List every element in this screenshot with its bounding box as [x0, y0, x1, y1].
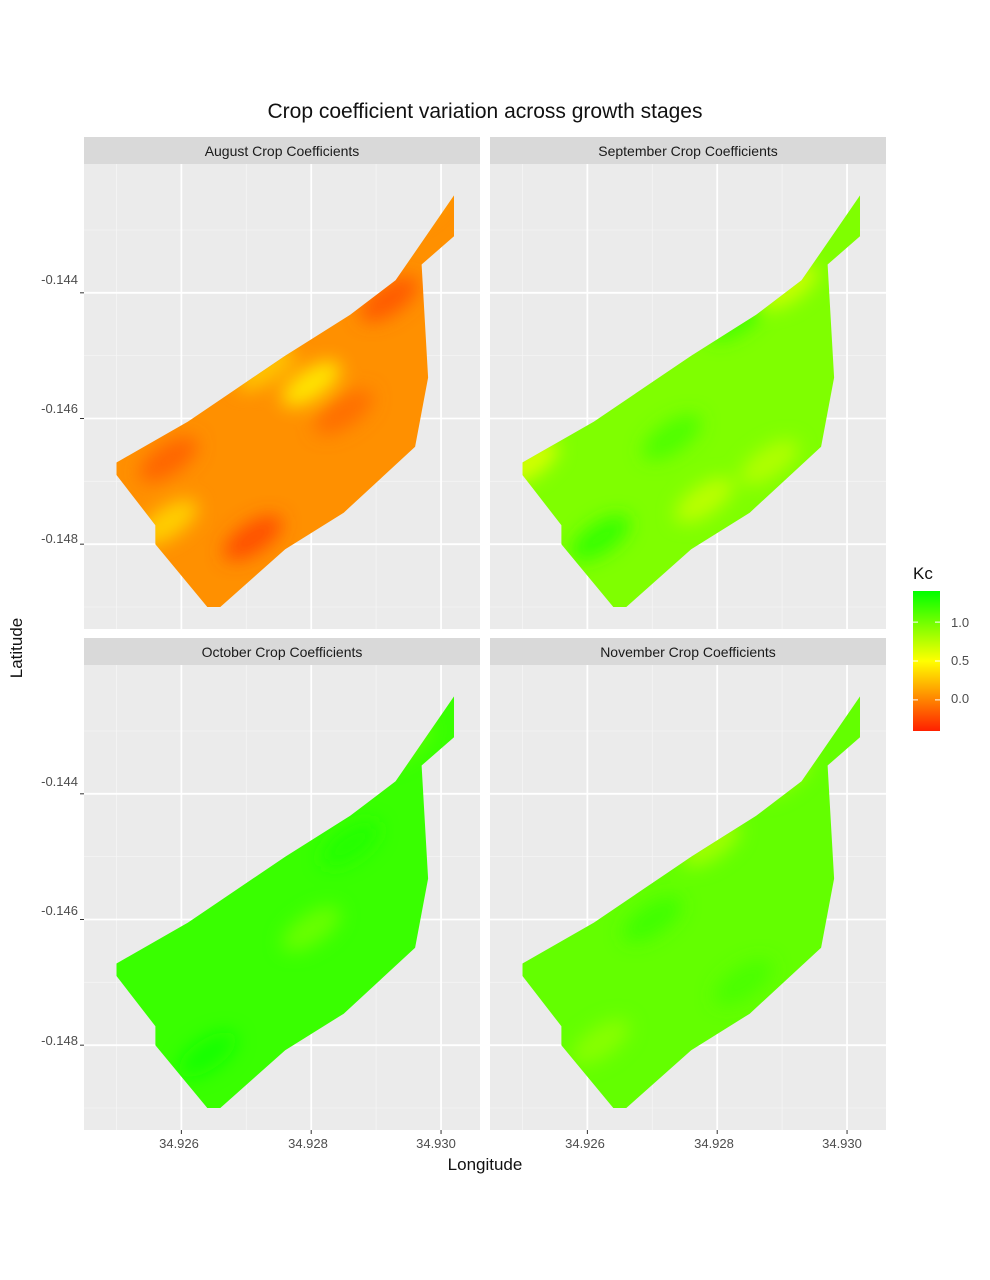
- field-area: [522, 157, 860, 607]
- x-tick-label: 34.928: [288, 1136, 328, 1151]
- kc-hotspot: [674, 477, 734, 523]
- kc-hotspot: [177, 1031, 237, 1078]
- legend-title: Kc: [913, 564, 933, 583]
- panel-strip-august: August Crop Coefficients: [84, 137, 480, 164]
- kc-hotspot: [570, 1019, 630, 1065]
- x-axis-title: Longitude: [447, 1155, 523, 1174]
- kc-hotspot: [281, 906, 341, 952]
- x-tick-label: 34.930: [416, 1136, 456, 1151]
- kc-hotspot: [622, 896, 682, 943]
- kc-hotspot: [642, 414, 702, 461]
- chart-title: Crop coefficient variation across growth…: [267, 100, 703, 123]
- y-tick-label: -0.146: [41, 903, 78, 918]
- kc-hotspot: [223, 515, 283, 561]
- x-tick-label: 34.926: [565, 1136, 605, 1151]
- kc-hotspot: [281, 361, 341, 407]
- panel-title-august: August Crop Coefficients: [204, 142, 360, 159]
- x-tick-label: 34.926: [159, 1136, 199, 1151]
- field-area: [116, 157, 454, 607]
- facet-panel: [80, 658, 480, 1134]
- y-tick-label: -0.144: [41, 774, 78, 789]
- panel-strip-september: September Crop Coefficients: [490, 137, 886, 164]
- y-tick-label: -0.144: [41, 272, 78, 287]
- facet-panel: [490, 157, 886, 629]
- field-area: [522, 658, 860, 1108]
- kc-hotspot: [138, 436, 198, 483]
- facet-panel: [490, 658, 886, 1134]
- kc-hotspot: [570, 515, 630, 561]
- kc-hotspot: [359, 276, 419, 322]
- kc-hotspot: [314, 389, 374, 435]
- kc-hotspot: [739, 439, 799, 486]
- facet-panel: [80, 157, 480, 629]
- y-tick-label: -0.146: [41, 401, 78, 416]
- y-tick-label: -0.148: [41, 1033, 78, 1048]
- x-tick-label: 34.930: [822, 1136, 862, 1151]
- panel-strip-october: October Crop Coefficients: [84, 638, 480, 665]
- legend-label: 1.0: [951, 615, 970, 630]
- legend-label: 0.0: [951, 691, 970, 706]
- panel-title-october: October Crop Coefficients: [201, 643, 363, 660]
- x-tick-label: 34.928: [694, 1136, 734, 1151]
- panel-strip-november: November Crop Coefficients: [490, 638, 886, 665]
- panel-title-september: September Crop Coefficients: [598, 142, 778, 159]
- legend-label: 0.5: [951, 653, 970, 668]
- kc-hotspot: [522, 439, 559, 486]
- panel-title-november: November Crop Coefficients: [600, 643, 776, 660]
- kc-hotspot: [713, 959, 773, 1006]
- y-tick-label: -0.148: [41, 531, 78, 546]
- field-area: [116, 658, 454, 1108]
- kc-hotspot: [320, 821, 380, 867]
